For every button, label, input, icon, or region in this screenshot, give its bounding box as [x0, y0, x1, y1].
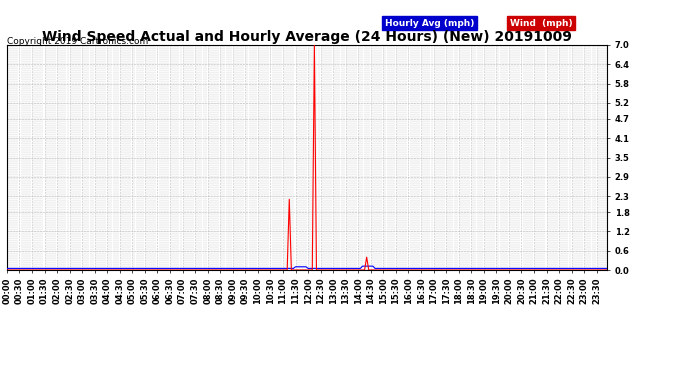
Text: Hourly Avg (mph): Hourly Avg (mph): [385, 18, 474, 27]
Title: Wind Speed Actual and Hourly Average (24 Hours) (New) 20191009: Wind Speed Actual and Hourly Average (24…: [42, 30, 572, 44]
Text: Copyright 2019 Cartronics.com: Copyright 2019 Cartronics.com: [7, 38, 148, 46]
Text: Wind  (mph): Wind (mph): [510, 18, 573, 27]
